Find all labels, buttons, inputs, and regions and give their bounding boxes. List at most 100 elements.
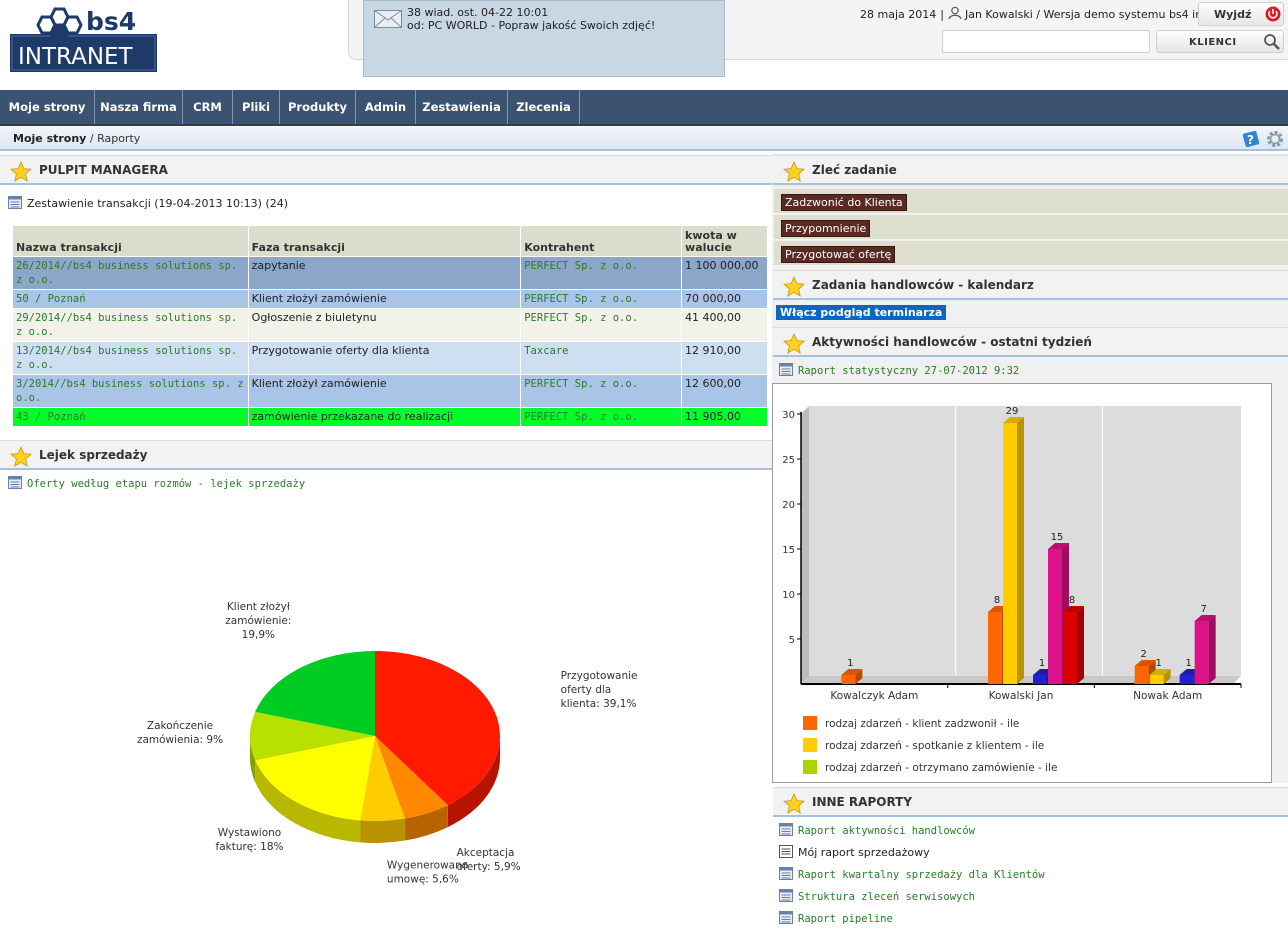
cell-transaction-phase: zapytanie xyxy=(247,256,522,290)
activity-bar-chart: 5 10 15 20 25 30 Kowalczyk Adam Kowalski Jan Now… xyxy=(772,383,1272,783)
pie-slice[interactable] xyxy=(375,736,448,819)
nav-item-nasza-firma[interactable]: Nasza firma xyxy=(95,90,183,124)
column-header-amount[interactable]: kwota w walucie xyxy=(681,225,768,257)
x-tick-label: Kowalski Jan xyxy=(989,690,1054,702)
pie-slice-label: Wygenerowano umowę: 5,6% xyxy=(387,860,468,886)
pie-slice[interactable] xyxy=(360,736,405,821)
nav-item-crm[interactable]: CRM xyxy=(183,90,233,124)
cell-transaction-name[interactable]: 13/2014//bs4 business solutions sp. z o.… xyxy=(12,341,249,375)
cell-transaction-name[interactable]: 50 / Poznań xyxy=(12,289,249,309)
task-button-reminder[interactable]: Przypomnienie xyxy=(781,220,871,237)
panel-title: INNE RAPORTY xyxy=(812,795,913,809)
cell-transaction-name[interactable]: 3/2014//bs4 business solutions sp. z o.o… xyxy=(12,374,249,408)
search-icon xyxy=(1264,34,1280,50)
pie-slice-side xyxy=(447,736,500,828)
column-header-contractor[interactable]: Kontrahent xyxy=(520,225,683,257)
breadcrumb-separator: / xyxy=(89,132,94,145)
pie-slice-label: Przygotowanie oferty dla klienta: 39,1% xyxy=(561,670,638,710)
message-notification[interactable]: 38 wiad. ost. 04-22 10:01 od: PC WORLD -… xyxy=(363,0,725,77)
cell-transaction-phase: Przygotowanie oferty dla klienta xyxy=(247,341,522,375)
table-row[interactable]: 13/2014//bs4 business solutions sp. z o.… xyxy=(12,341,768,375)
gear-icon[interactable] xyxy=(1265,129,1285,149)
cell-transaction-name[interactable]: 43 / Poznań xyxy=(12,407,249,427)
star-icon[interactable] xyxy=(783,276,805,298)
bar[interactable] xyxy=(841,669,863,684)
star-icon[interactable] xyxy=(783,793,805,815)
task-button-prepare-offer[interactable]: Przygotować ofertę xyxy=(781,246,896,263)
pie-slice-label: Akceptacja oferty: 5,9% xyxy=(457,847,521,873)
bar-data-label: 8 xyxy=(1069,595,1075,606)
cell-transaction-phase: zamówienie przekazane do realizacji xyxy=(247,407,522,427)
report-icon xyxy=(779,889,793,902)
task-button-call-client[interactable]: Zadzwonić do Klienta xyxy=(781,194,907,211)
cell-transaction-name[interactable]: 29/2014//bs4 business solutions sp. z o.… xyxy=(12,308,249,342)
x-tick-label: Kowalczyk Adam xyxy=(830,690,918,702)
cell-contractor[interactable]: PERFECT Sp. z o.o. xyxy=(520,374,683,408)
pie-slice[interactable] xyxy=(375,651,501,806)
report-link-kwartalny[interactable]: Raport kwartalny sprzedaży dla Klientów xyxy=(779,867,1045,881)
report-link-serwisowe[interactable]: Struktura zleceń serwisowych xyxy=(779,889,975,903)
table-row[interactable]: 3/2014//bs4 business solutions sp. z o.o… xyxy=(12,374,768,408)
nav-item-moje-strony[interactable]: Moje strony xyxy=(0,90,95,124)
report-link-sprzedazowy[interactable]: Mój raport sprzedażowy xyxy=(779,845,930,859)
report-link-pipeline[interactable]: Raport pipeline xyxy=(779,911,893,925)
table-row[interactable]: 29/2014//bs4 business solutions sp. z o.… xyxy=(12,308,768,342)
bar[interactable] xyxy=(1149,669,1171,684)
breadcrumb-root[interactable]: Moje strony xyxy=(13,132,87,145)
bs4-intranet-logo[interactable]: bs4 INTRANET xyxy=(10,6,158,74)
report-link-zestawienie[interactable]: Zestawienie transakcji (19-04-2013 10:13… xyxy=(8,196,288,210)
mail-icon xyxy=(374,10,402,28)
report-link-lejek[interactable]: Oferty według etapu rozmów - lejek sprze… xyxy=(8,476,305,490)
aktywnosci-header: Aktywności handlowców - ostatni tydzień xyxy=(773,327,1288,357)
user-name[interactable]: Jan Kowalski / Wersja demo systemu bs4 i… xyxy=(964,8,1236,21)
nav-item-admin[interactable]: Admin xyxy=(356,90,416,124)
bar-data-label: 2 xyxy=(1140,649,1146,660)
panel-title: Zadania handlowców - kalendarz xyxy=(812,278,1034,292)
task-row: Zadzwonić do Klienta xyxy=(774,189,1288,214)
bar[interactable] xyxy=(1194,615,1216,684)
table-header-row: Nazwa transakcji Faza transakcji Kontrah… xyxy=(12,225,768,257)
table-row[interactable]: 26/2014//bs4 business solutions sp. z o.… xyxy=(12,256,768,290)
help-icon[interactable]: ? xyxy=(1242,129,1262,149)
nav-item-pliki[interactable]: Pliki xyxy=(233,90,280,124)
logout-button[interactable]: Wyjdź xyxy=(1198,2,1284,26)
star-icon[interactable] xyxy=(10,446,32,468)
star-icon[interactable] xyxy=(783,333,805,355)
nav-item-zlecenia[interactable]: Zlecenia xyxy=(508,90,580,124)
cell-contractor[interactable]: Taxcare xyxy=(520,341,683,375)
bar[interactable] xyxy=(1003,417,1024,684)
sales-funnel-chart: Przygotowanie oferty dla klienta: 39,1% Akc… xyxy=(0,496,750,940)
calendar-preview-button[interactable]: Włącz podgląd terminarza xyxy=(776,305,947,320)
cell-contractor[interactable]: PERFECT Sp. z o.o. xyxy=(520,289,683,309)
cell-transaction-name[interactable]: 26/2014//bs4 business solutions sp. z o.… xyxy=(12,256,249,290)
nav-item-produkty[interactable]: Produkty xyxy=(280,90,356,124)
cell-transaction-phase: Ogłoszenie z biuletynu xyxy=(247,308,522,342)
star-icon[interactable] xyxy=(783,161,805,183)
pie-slice[interactable] xyxy=(250,711,375,761)
pie-slice-side xyxy=(250,736,256,783)
message-preview: od: PC WORLD - Popraw jakość Swoich zdję… xyxy=(407,19,656,32)
client-search-button[interactable]: KLIENCI xyxy=(1156,30,1284,53)
pie-slice[interactable] xyxy=(255,736,375,821)
panel-title: PULPIT MANAGERA xyxy=(39,163,168,177)
pie-slice[interactable] xyxy=(255,651,375,736)
cell-amount: 12 910,00 xyxy=(681,341,768,375)
nav-item-zestawienia[interactable]: Zestawienia xyxy=(416,90,508,124)
cell-contractor[interactable]: PERFECT Sp. z o.o. xyxy=(520,308,683,342)
page-header: bs4 INTRANET 38 wiad. ost. 04-22 10:01 o… xyxy=(0,0,1288,90)
report-icon xyxy=(779,823,793,836)
cell-contractor[interactable]: PERFECT Sp. z o.o. xyxy=(520,407,683,427)
column-header-phase[interactable]: Faza transakcji xyxy=(247,225,522,257)
cell-contractor[interactable]: PERFECT Sp. z o.o. xyxy=(520,256,683,290)
client-search-input[interactable] xyxy=(942,30,1150,53)
report-link-aktywnosci[interactable]: Raport aktywności handlowców xyxy=(779,823,975,837)
current-date: 28 maja 2014 xyxy=(860,8,937,21)
y-tick-label: 30 xyxy=(782,410,795,421)
table-row[interactable]: 43 / Poznań zamówienie przekazane do real… xyxy=(12,407,768,427)
table-row[interactable]: 50 / Poznań Klient złożył zamówienie PERFE… xyxy=(12,289,768,309)
report-link-statystyczny[interactable]: Raport statystyczny 27-07-2012 9:32 xyxy=(779,363,1019,377)
bar[interactable] xyxy=(1063,606,1084,684)
star-icon[interactable] xyxy=(10,161,32,183)
column-header-name[interactable]: Nazwa transakcji xyxy=(12,225,249,257)
legend-swatch xyxy=(803,716,817,730)
